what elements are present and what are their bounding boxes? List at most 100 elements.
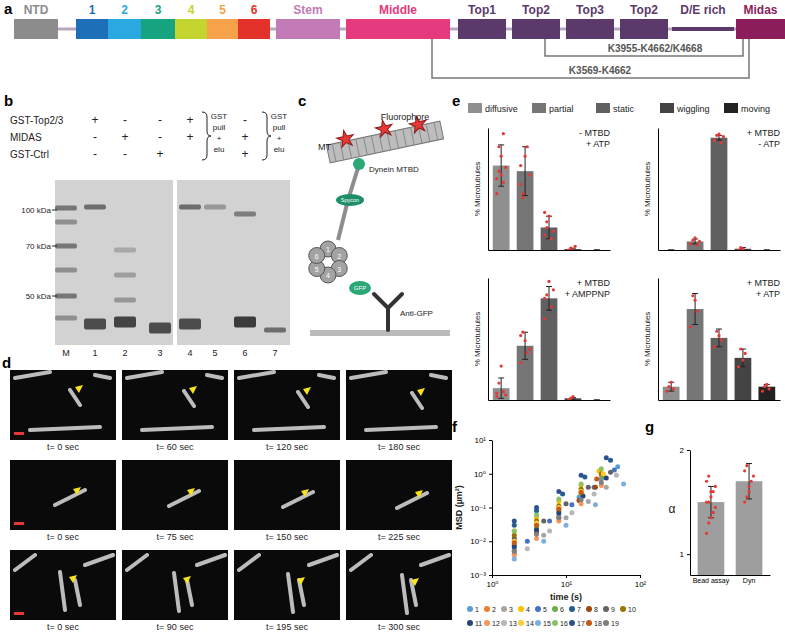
data-point [579, 490, 584, 495]
legend-swatch [586, 606, 592, 612]
time-label: t= 225 sec [378, 532, 420, 542]
data-point [691, 294, 694, 297]
data-point [712, 511, 715, 514]
arrowhead [411, 578, 419, 586]
error-bar [668, 250, 674, 251]
ring-label: 3 [337, 266, 341, 273]
surface [310, 330, 450, 336]
data-point [569, 510, 574, 515]
domain-label: Middle [379, 3, 417, 17]
data-point [521, 331, 524, 334]
data-point [545, 226, 548, 229]
legend-swatch [586, 620, 592, 626]
microtubule-rod [127, 372, 162, 378]
gel-band [264, 328, 286, 333]
row-label: GST-Ctrl [10, 149, 49, 160]
data-point [747, 485, 750, 488]
frame [234, 370, 340, 440]
legend-label: 14 [526, 620, 534, 627]
mt-stripe [403, 129, 407, 147]
microtubule-rod [366, 427, 436, 430]
data-point [519, 334, 522, 337]
legend-swatch [603, 606, 609, 612]
row-label: MIDAS [10, 132, 42, 143]
data-point [547, 280, 550, 283]
legend-label: 5 [543, 606, 547, 613]
microtubule-rod [309, 555, 337, 565]
data-point [599, 466, 604, 471]
legend-swatch [467, 620, 473, 626]
tick: 10⁰ [474, 470, 492, 479]
lane-mark: - [93, 147, 97, 161]
axis-title: % Microtubules [643, 162, 652, 217]
data-point [604, 455, 609, 460]
axis [658, 129, 659, 251]
axis-title: % Microtubules [473, 162, 482, 217]
axis-line [658, 129, 659, 251]
legend-label: 17 [577, 620, 585, 627]
bar [711, 138, 728, 250]
data-point [717, 334, 720, 337]
domain-linker [672, 27, 734, 31]
data-point [707, 500, 710, 503]
chart-title: + MTBD [747, 278, 781, 288]
data-point [502, 181, 505, 184]
microtubule-rod [351, 555, 371, 570]
data-point [571, 248, 574, 250]
panel-label: e [452, 92, 460, 109]
arrowhead [303, 387, 311, 395]
legend-swatch [484, 620, 490, 626]
data-point [752, 474, 755, 477]
gel-band [114, 273, 136, 278]
gel-image [55, 180, 290, 345]
data-point [594, 476, 599, 481]
domain-box [458, 19, 506, 39]
elution-label: pull [213, 123, 226, 132]
bar [663, 250, 680, 251]
data-point [665, 390, 668, 393]
microtubule-rod [351, 372, 386, 378]
data-point [698, 240, 701, 243]
microtubule-rod [207, 375, 222, 378]
legend-label: 2 [492, 606, 496, 613]
tick-mark [566, 575, 567, 578]
microtubule-rod [187, 580, 192, 605]
tick-label: 1 [680, 550, 685, 559]
data-point [500, 365, 503, 368]
tick-mark [687, 554, 690, 555]
microtubule-rod [431, 375, 446, 378]
data-point [541, 533, 546, 538]
microtubule-rod [319, 375, 334, 378]
data-point [670, 381, 673, 384]
lane-label: 2 [122, 348, 127, 358]
domain-map: NTD123456StemMiddleTop1Top2Top3Top2D/E r… [14, 3, 785, 78]
error-bar [716, 329, 722, 347]
data-point [547, 518, 552, 523]
data-point [569, 502, 574, 507]
schematic-label: Anti-GFP [400, 309, 433, 318]
data-point [512, 556, 517, 561]
axis [489, 400, 611, 401]
tick: 10¹ [561, 575, 573, 589]
data-point [739, 347, 742, 350]
data-point [519, 361, 522, 364]
tick-label: 10¹ [561, 580, 573, 589]
gel-band [55, 244, 77, 249]
data-point [693, 299, 696, 302]
data-point [543, 233, 546, 236]
scale-bar [14, 432, 24, 435]
data-point [722, 135, 725, 138]
microtubule-rod [402, 575, 407, 613]
data-point [743, 500, 746, 503]
axis-line [489, 400, 611, 401]
lane-label: 3 [157, 348, 162, 358]
panel-label: g [645, 418, 654, 435]
error-bar [746, 464, 752, 499]
schematic-label: Dynein MTBD [369, 165, 419, 174]
bar [758, 250, 775, 251]
microtubule-rod [397, 493, 427, 508]
legend-swatch [468, 103, 482, 113]
microtubule-rod [283, 492, 313, 507]
marker-tick [52, 210, 57, 211]
domain-box [566, 19, 614, 39]
